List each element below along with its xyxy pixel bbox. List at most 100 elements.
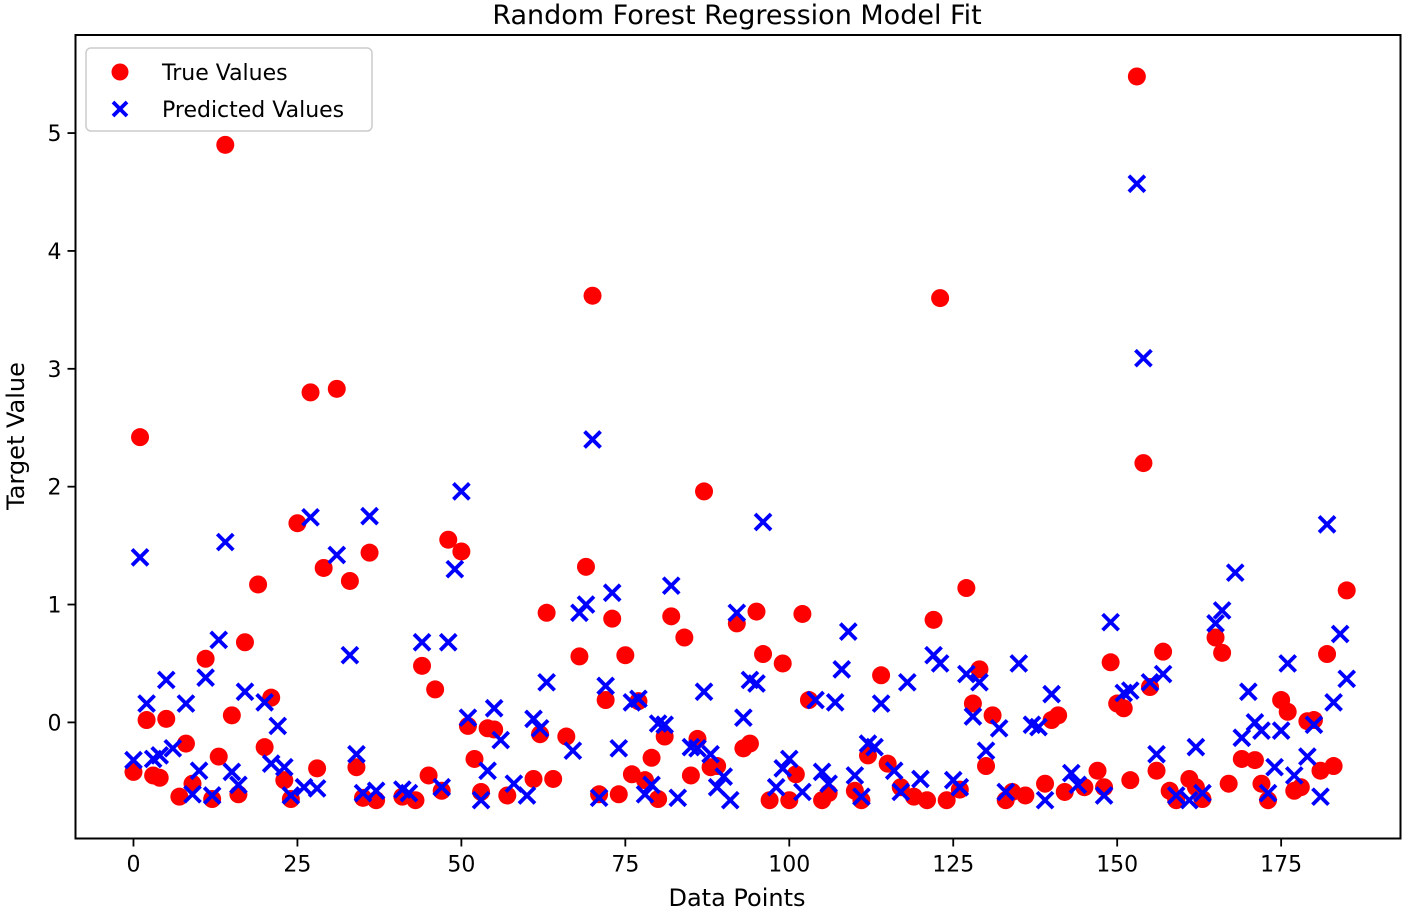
predicted-value-point [694, 682, 714, 702]
predicted-value-point [524, 709, 543, 729]
true-value-point [1213, 643, 1232, 662]
predicted-value-point [189, 761, 209, 781]
predicted-value-point [596, 676, 616, 696]
predicted-value-point [576, 595, 596, 614]
true-value-point [485, 720, 504, 739]
true-value-point [222, 706, 241, 725]
predicted-value-point [307, 779, 327, 798]
predicted-value-point [156, 670, 176, 690]
predicted-value-point [1094, 786, 1114, 805]
true-value-point [216, 135, 235, 154]
predicted-value-point [1193, 783, 1212, 803]
true-value-point [596, 691, 615, 710]
predicted-value-point [150, 746, 170, 765]
true-value-point [1193, 790, 1212, 809]
true-value-point [150, 768, 169, 787]
true-value-point [1049, 706, 1068, 725]
predicted-value-point [1127, 174, 1147, 194]
legend-true-label: True Values [161, 61, 288, 86]
legend-box [85, 47, 373, 132]
predicted-value-point [668, 788, 688, 808]
predicted-value-point [1029, 717, 1048, 737]
predicted-value-point [255, 693, 274, 712]
true-value-point [209, 747, 228, 766]
x-axis-title: Data Points [668, 884, 805, 912]
true-value-point [963, 694, 982, 713]
predicted-value-point [1140, 672, 1160, 692]
predicted-value-point [347, 744, 366, 764]
predicted-value-point [891, 782, 911, 802]
predicted-value-point [124, 750, 143, 770]
predicted-value-point [629, 689, 648, 709]
predicted-value-point [183, 784, 202, 804]
predicted-value-point [537, 672, 556, 692]
true-value-point [196, 649, 215, 668]
predicted-value-point [963, 707, 983, 726]
true-value-point [327, 379, 346, 398]
predicted-value-point [163, 738, 183, 758]
true-value-point [1324, 757, 1343, 776]
predicted-value-point [1265, 757, 1284, 777]
predicted-value-point [202, 786, 222, 805]
true-value-point [137, 711, 156, 730]
true-value-point [675, 628, 694, 647]
predicted-value-point [1311, 787, 1330, 807]
true-value-point [557, 727, 576, 746]
axis-ticks: 0 25 50 75 100 125 150 175 0 1 2 3 4 5 [48, 122, 1303, 877]
predicted-value-point [996, 782, 1016, 802]
true-value-point [1088, 761, 1107, 780]
true-value-point [275, 771, 294, 790]
predicted-value-point [452, 482, 471, 501]
predicted-value-point [517, 786, 537, 805]
predicted-value-point [989, 718, 1009, 738]
predicted-value-point [261, 754, 281, 773]
predicted-value-point [1179, 790, 1199, 810]
predicted-value-point [642, 775, 661, 795]
true-value-point [360, 543, 379, 562]
predicted-value-point [720, 790, 740, 810]
predicted-value-point [1298, 747, 1317, 766]
true-value-point [780, 791, 799, 810]
predicted-value-point [727, 603, 747, 623]
predicted-value-point [957, 664, 976, 684]
true-value-point [347, 758, 366, 777]
predicted-value-point [176, 694, 196, 713]
true-value-point [1318, 645, 1337, 664]
true-value-point [1134, 454, 1153, 473]
predicted-value-point [1252, 721, 1271, 740]
predicted-value-point [1212, 601, 1232, 620]
predicted-value-point [884, 761, 904, 781]
true-value-point [937, 791, 956, 810]
true-value-point [537, 603, 556, 622]
predicted-value-point [1239, 682, 1258, 702]
true-value-point [918, 791, 937, 810]
predicted-value-point [301, 507, 320, 527]
true-value-point [531, 725, 550, 744]
true-value-point [1304, 711, 1323, 730]
x-tick-label: 0 [126, 853, 140, 878]
x-tick-label: 50 [447, 853, 475, 878]
true-value-point [872, 666, 891, 685]
true-value-point [157, 709, 176, 728]
true-value-point [426, 680, 445, 699]
predicted-value-point [838, 622, 858, 641]
predicted-value-point [583, 430, 602, 449]
predicted-value-point [1232, 728, 1252, 748]
predicted-value-point [1278, 654, 1298, 673]
true-value-point [977, 757, 996, 776]
true-value-point [255, 738, 274, 757]
predicted-value-point [478, 761, 497, 781]
predicted-value-point [897, 672, 917, 692]
predicted-value-point [399, 783, 419, 803]
true-value-point [1219, 774, 1238, 793]
true-value-point [1036, 774, 1055, 793]
true-value-point [786, 765, 805, 784]
predicted-value-point [1304, 715, 1324, 735]
x-tick-label: 150 [1096, 853, 1138, 878]
legend-predicted-label: Predicted Values [162, 98, 344, 123]
legend-true-marker-icon [111, 63, 129, 81]
predicted-value-point [1166, 786, 1186, 805]
predicted-value-point [360, 506, 379, 526]
